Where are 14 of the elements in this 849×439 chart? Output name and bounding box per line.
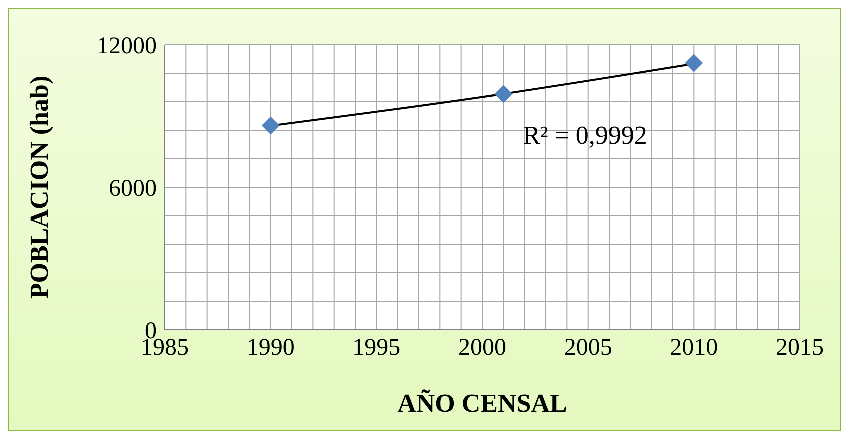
x-tick-label: 2010 (670, 335, 718, 362)
x-axis-title: AÑO CENSAL (398, 389, 568, 418)
y-tick-label: 6000 (109, 176, 157, 202)
x-tick-label: 2015 (776, 335, 824, 362)
y-tick-label: 12000 (97, 34, 157, 60)
x-tick-label: 2000 (458, 335, 506, 362)
x-tick-label: 1990 (246, 335, 295, 362)
annotation: R² = 0,9992 (523, 121, 648, 150)
point (494, 85, 513, 104)
x-tick-label: 2005 (564, 335, 612, 362)
point (685, 54, 704, 72)
x-tick-label: 1995 (352, 335, 401, 362)
y-axis-title: POBLACION (hab) (25, 76, 54, 300)
point (262, 116, 280, 135)
